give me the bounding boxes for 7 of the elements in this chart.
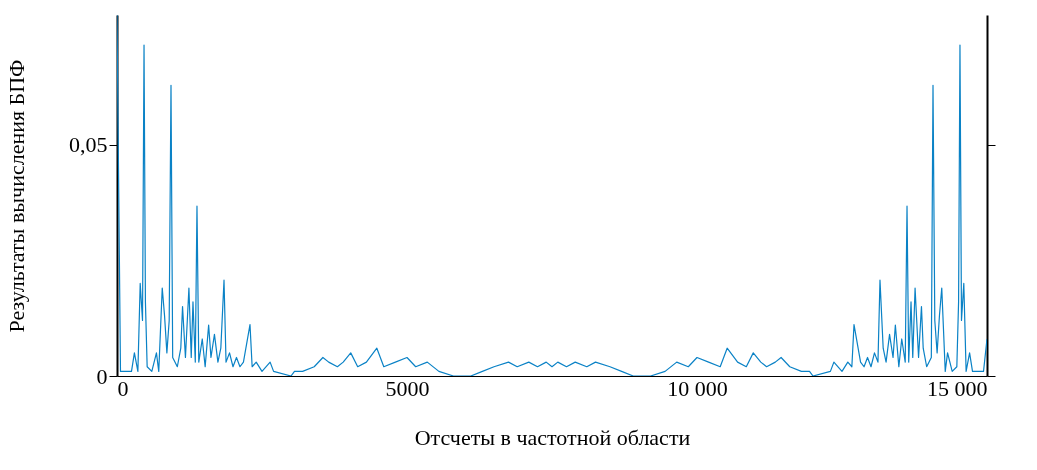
- y-tick-label: 0,05: [69, 132, 108, 158]
- x-tick-label: 0: [117, 375, 129, 401]
- x-tick-label: 5000: [385, 375, 430, 401]
- x-tick-label: 10 000: [667, 375, 728, 401]
- x-tick-label: 15 000: [927, 375, 988, 401]
- y-axis-title: Результаты вычисления БПФ: [4, 59, 29, 333]
- x-axis-title: Отсчеты в частотной области: [414, 424, 691, 450]
